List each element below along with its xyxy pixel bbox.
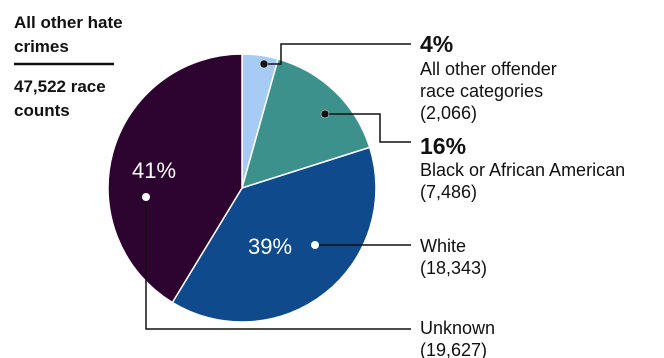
callout-count-unknown: (19,627) [420, 340, 487, 358]
callout-count-other: (2,066) [420, 103, 477, 123]
callout-black: 16% Black or African American (7,486) [420, 133, 625, 202]
callout-label-other-line1: All other offender [420, 59, 557, 79]
callout-label-black: Black or African American [420, 160, 625, 180]
callout-count-black: (7,486) [420, 182, 477, 202]
pie-slice-unknown [107, 53, 243, 304]
leader-dot-other [259, 59, 269, 69]
pie-slice-white [171, 146, 377, 323]
leader-dot-white [311, 241, 319, 249]
leader-line-black [325, 113, 411, 143]
leader-line-other [264, 43, 411, 65]
header-line-3: 47,522 race [14, 77, 106, 96]
leader-dot-black [320, 109, 330, 119]
header-line-4: counts [14, 101, 70, 120]
header-line-2: crimes [14, 37, 69, 56]
chart-header: All other hate crimes 47,522 race counts [14, 13, 123, 120]
callout-white: White (18,343) [420, 236, 487, 278]
callout-other: 4% All other offender race categories (2… [420, 31, 557, 123]
callout-label-other-line2: race categories [420, 81, 543, 101]
callout-label-white: White [420, 236, 466, 256]
leader-dots [142, 59, 330, 249]
slice-percent-unknown: 41% [132, 158, 176, 183]
callout-label-unknown: Unknown [420, 318, 495, 338]
callout-percent-black: 16% [420, 133, 466, 159]
leader-dot-unknown [142, 193, 150, 201]
leader-lines [145, 43, 411, 330]
leader-line-unknown [145, 197, 411, 330]
callout-percent-other: 4% [420, 31, 453, 57]
header-line-1: All other hate [14, 13, 123, 32]
slice-percent-white: 39% [248, 234, 292, 259]
callout-count-white: (18,343) [420, 258, 487, 278]
callout-unknown: Unknown (19,627) [420, 318, 495, 358]
pie-slices [107, 53, 377, 323]
pie-slice-black [241, 58, 371, 189]
